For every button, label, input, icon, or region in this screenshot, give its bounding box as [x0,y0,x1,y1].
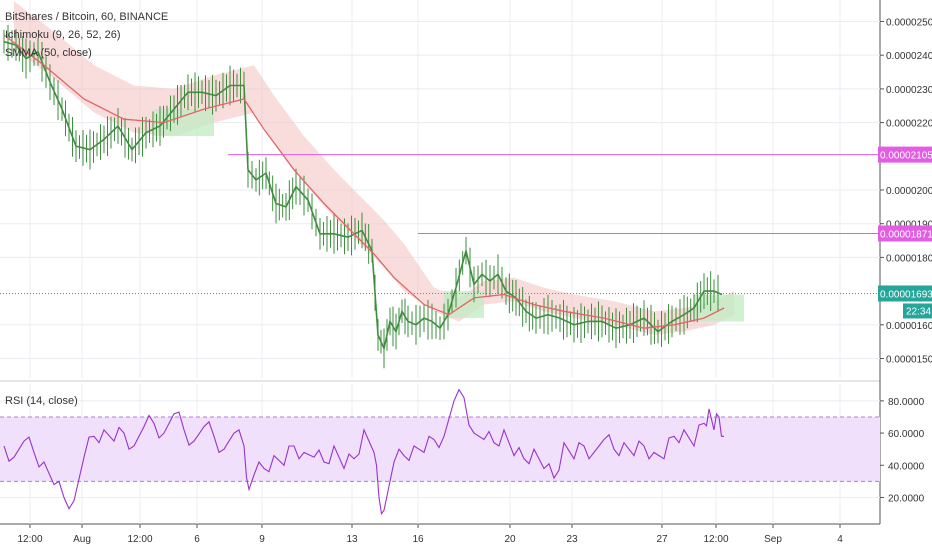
countdown-bg [903,303,932,319]
time-tick-label: 4 [837,534,843,545]
hline-label-1: 0.00001871 [880,229,932,240]
rsi-path [3,388,724,515]
rsi-band-fill [0,416,880,482]
time-tick-label: 12:00 [703,534,728,545]
time-tick-label: 23 [566,534,578,545]
time-axis-ticks[interactable]: 12:00 Aug 12:00 6 9 13 16 20 23 27 12:00 Sep 4 [17,524,843,545]
cloud-area [14,1,734,335]
time-tick-label: 13 [346,534,358,545]
chart-symbol-title: BitShares / Bitcoin, 60, BINANCE [5,11,168,23]
price-axis-labels: 0.00002105 0.00001871 0.00001693 22:34 [878,146,932,319]
rsi-tick-label: 40.0000 [888,461,925,472]
hline-label-bg-1 [878,225,932,242]
time-tick-label: Aug [73,534,91,545]
horizontal-lines[interactable] [0,154,880,294]
time-tick-label: 12:00 [127,534,152,545]
rsi-tick-label: 60.0000 [888,429,925,440]
time-tick-label: 16 [412,534,424,545]
current-price-label: 0.00001693 [880,289,932,300]
hline-label-bg-0 [878,146,932,163]
rsi-tick-label: 80.0000 [888,397,925,408]
time-tick-label: 27 [656,534,668,545]
time-tick-label: Sep [764,534,782,545]
smma-line [3,34,725,329]
price-tick-label: 0.00001500 [886,355,932,366]
rsi-axis-ticks[interactable]: 80.0000 60.0000 40.0000 20.0000 [880,397,925,505]
cloud-green-segment [694,294,744,322]
smma-legend: SMMA (50, close) [5,47,92,59]
rsi-line [3,388,724,515]
time-tick-label: 12:00 [17,534,42,545]
time-tick-label: 9 [259,534,265,545]
price-series [3,24,723,369]
time-tick-label: 6 [194,534,200,545]
current-price-label-bg [878,285,932,302]
rsi-legend: RSI (14, close) [5,395,78,407]
time-tick-label: 20 [504,534,516,545]
countdown-label: 22:34 [906,306,931,317]
hline-label-0: 0.00002105 [880,151,932,162]
smma-path [3,34,725,329]
ichimoku-legend: Ichimoku (9, 26, 52, 26) [5,29,121,41]
rsi-band [0,416,880,482]
rsi-tick-label: 20.0000 [888,493,925,504]
